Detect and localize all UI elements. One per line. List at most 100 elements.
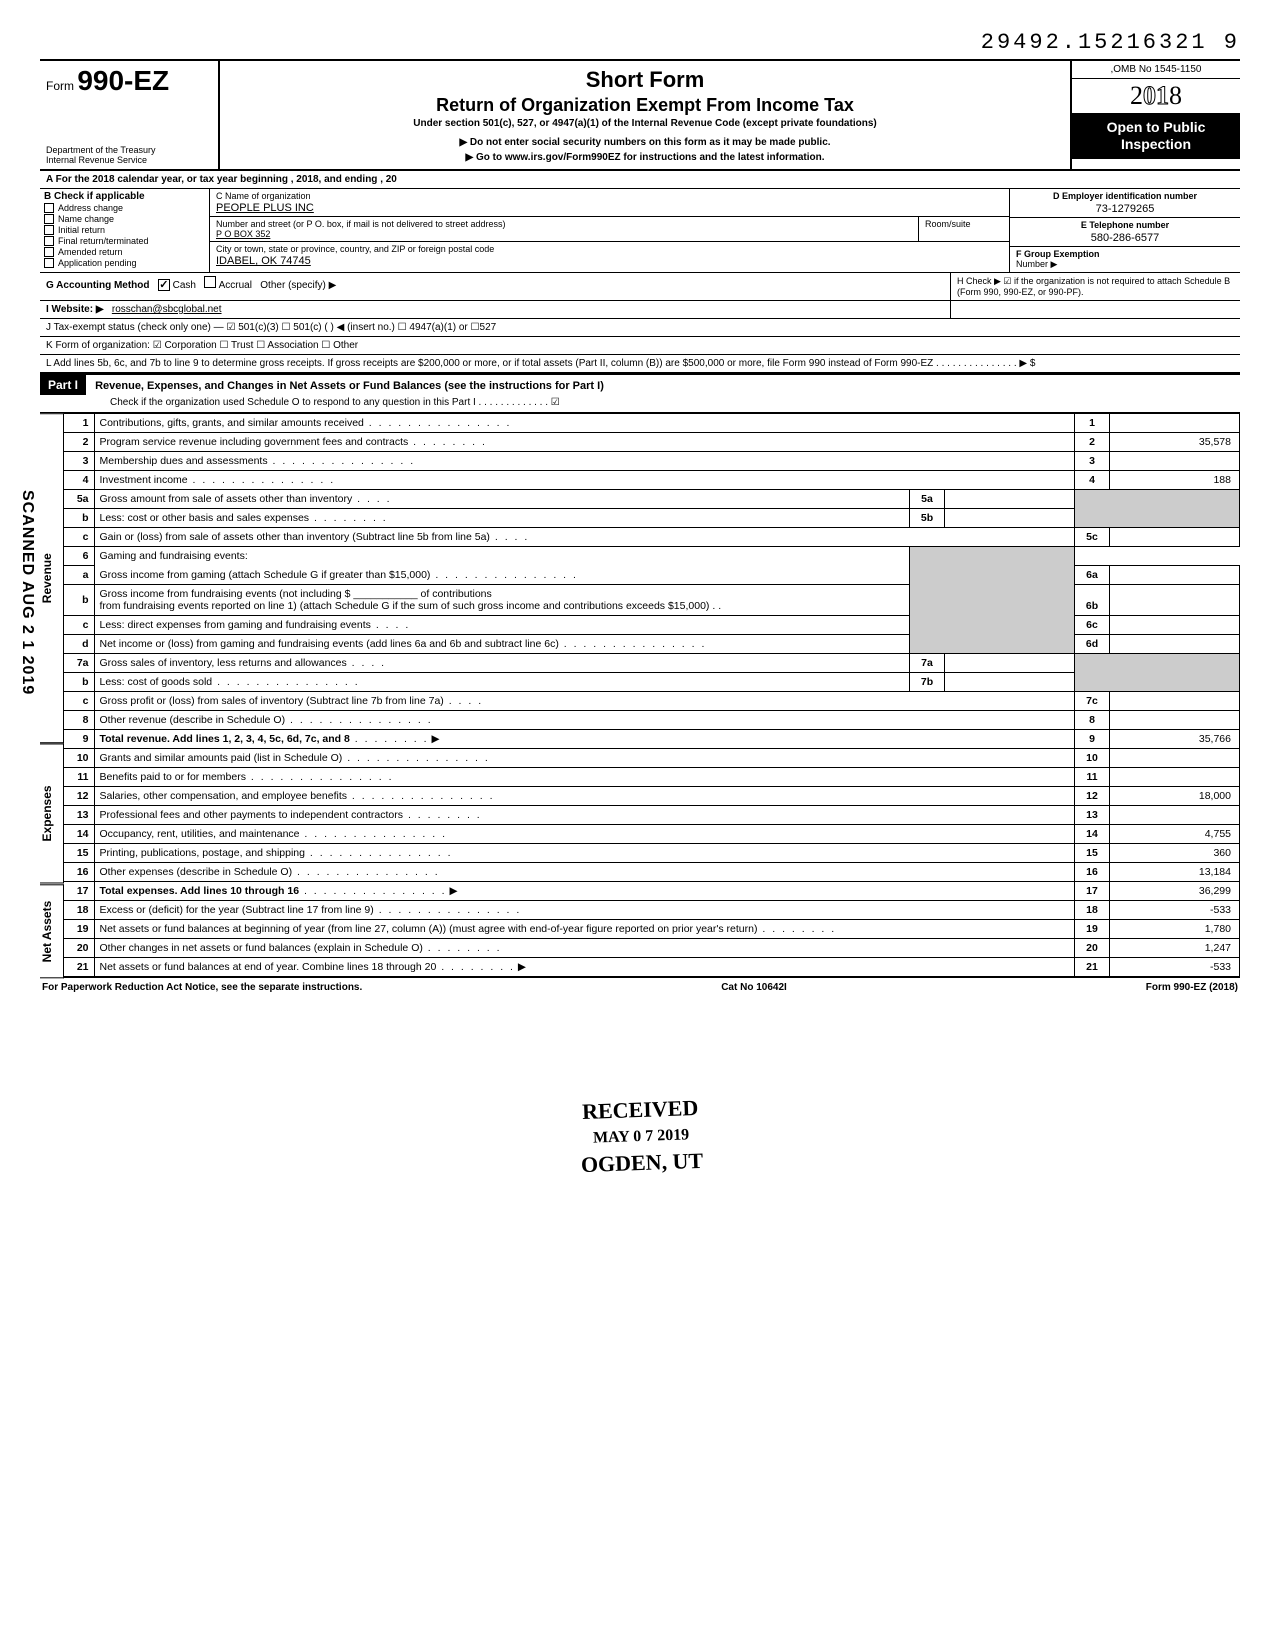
line-7a: 7aGross sales of inventory, less returns… [64, 654, 1240, 673]
open-to-public: Open to Public Inspection [1072, 113, 1240, 159]
c-city-label: City or town, state or province, country… [216, 244, 1003, 254]
cb-application-pending[interactable]: Application pending [44, 258, 205, 268]
line-2: 2Program service revenue including gover… [64, 433, 1240, 452]
cb-amended-return[interactable]: Amended return [44, 247, 205, 257]
section-netassets-label: Net Assets [40, 884, 64, 978]
c-org-name-block: C Name of organization PEOPLE PLUS INC [210, 189, 1009, 217]
f-group-block: F Group Exemption Number ▶ [1010, 247, 1240, 272]
part1-subtitle: Check if the organization used Schedule … [40, 395, 1240, 412]
col-c-name-address: C Name of organization PEOPLE PLUS INC N… [210, 189, 1010, 272]
cb-cash[interactable]: ✓ [158, 279, 170, 291]
form-header: Form 990-EZ Department of the Treasury I… [40, 59, 1240, 171]
dept-line2: Internal Revenue Service [46, 155, 212, 165]
d-ein-block: D Employer identification number 73-1279… [1010, 189, 1240, 218]
line-18: 18Excess or (deficit) for the year (Subt… [64, 901, 1240, 920]
row-i-website: I Website: ▶ rosschan@sbcglobal.net [40, 301, 1240, 319]
cb-accrual[interactable] [204, 276, 216, 288]
website: rosschan@sbcglobal.net [112, 304, 222, 315]
lines-section: Revenue Expenses Net Assets 1Contributio… [40, 413, 1240, 978]
line-14: 14Occupancy, rent, utilities, and mainte… [64, 825, 1240, 844]
year-suffix: 8 [1169, 81, 1182, 110]
line-21: 21Net assets or fund balances at end of … [64, 958, 1240, 978]
line-9: 9Total revenue. Add lines 1, 2, 3, 4, 5c… [64, 730, 1240, 749]
form-number: 990-EZ [77, 65, 169, 96]
line-8: 8Other revenue (describe in Schedule O)8 [64, 711, 1240, 730]
line-10: 10Grants and similar amounts paid (list … [64, 749, 1240, 768]
omb-number: ,OMB No 1545-1150 [1072, 61, 1240, 79]
e-label: E Telephone number [1016, 220, 1234, 230]
received-date: MAY 0 7 2019 [580, 1124, 703, 1151]
tax-year: 2018 [1072, 79, 1240, 113]
header-right: ,OMB No 1545-1150 2018 Open to Public In… [1070, 61, 1240, 169]
footer-paperwork: For Paperwork Reduction Act Notice, see … [42, 982, 362, 993]
c-label: C Name of organization [216, 191, 1003, 201]
k-label: K Form of organization: ☑ Corporation ☐ … [40, 337, 1240, 354]
l-label: L Add lines 5b, 6c, and 7b to line 9 to … [40, 355, 1240, 372]
c-addr-label: Number and street (or P O. box, if mail … [216, 219, 912, 229]
dept-block: Department of the Treasury Internal Reve… [46, 145, 212, 165]
line-15: 15Printing, publications, postage, and s… [64, 844, 1240, 863]
c-street-block: Number and street (or P O. box, if mail … [210, 217, 919, 241]
e-phone-block: E Telephone number 580-286-6577 [1010, 218, 1240, 247]
subtitle: Under section 501(c), 527, or 4947(a)(1)… [230, 118, 1060, 129]
c-city-block: City or town, state or province, country… [210, 242, 1009, 269]
line-6: 6Gaming and fundraising events: [64, 547, 1240, 566]
ein: 73-1279265 [1016, 203, 1234, 215]
received-location: OGDEN, UT [580, 1146, 703, 1181]
title-return: Return of Organization Exempt From Incom… [230, 95, 1060, 116]
line-1: 1Contributions, gifts, grants, and simil… [64, 414, 1240, 433]
header-mid: Short Form Return of Organization Exempt… [220, 61, 1070, 169]
section-bcdef: B Check if applicable Address change Nam… [40, 189, 1240, 273]
year-mid: 01 [1143, 81, 1169, 110]
cb-initial-return[interactable]: Initial return [44, 225, 205, 235]
row-a-tax-year: A For the 2018 calendar year, or tax yea… [40, 171, 1240, 189]
line-7b: bLess: cost of goods sold7b [64, 673, 1240, 692]
line-20: 20Other changes in net assets or fund ba… [64, 939, 1240, 958]
line-3: 3Membership dues and assessments3 [64, 452, 1240, 471]
document-id: 29492.15216321 9 [40, 30, 1240, 55]
received-word: RECEIVED [579, 1093, 702, 1128]
section-revenue-label: Revenue [40, 413, 64, 743]
j-label: J Tax-exempt status (check only one) — ☑… [40, 319, 1240, 336]
col-b-checkboxes: B Check if applicable Address change Nam… [40, 189, 210, 272]
d-label: D Employer identification number [1016, 191, 1234, 201]
i-label: I Website: ▶ [46, 304, 104, 315]
lines-table: 1Contributions, gifts, grants, and simil… [64, 413, 1240, 978]
scanned-stamp: SCANNED AUG 2 1 2019 [18, 490, 36, 695]
url-note: ▶ Go to www.irs.gov/Form990EZ for instru… [230, 152, 1060, 163]
cb-name-change[interactable]: Name change [44, 214, 205, 224]
form-prefix: Form [46, 79, 74, 93]
line-5b: bLess: cost or other basis and sales exp… [64, 509, 1240, 528]
h-schedule-b: H Check ▶ ☑ if the organization is not r… [950, 273, 1240, 300]
line-12: 12Salaries, other compensation, and empl… [64, 787, 1240, 806]
b-label: B Check if applicable [44, 191, 205, 202]
page-footer: For Paperwork Reduction Act Notice, see … [40, 978, 1240, 997]
line-11: 11Benefits paid to or for members11 [64, 768, 1240, 787]
g-label: G Accounting Method [46, 280, 150, 291]
line-13: 13Professional fees and other payments t… [64, 806, 1240, 825]
row-k-org-form: K Form of organization: ☑ Corporation ☐ … [40, 337, 1240, 355]
phone: 580-286-6577 [1016, 232, 1234, 244]
org-name: PEOPLE PLUS INC [216, 202, 1003, 214]
received-stamp: RECEIVED MAY 0 7 2019 OGDEN, UT [579, 1093, 704, 1181]
f-label: F Group Exemption [1016, 249, 1100, 259]
part1-title: Revenue, Expenses, and Changes in Net As… [89, 377, 610, 395]
year-prefix: 2 [1130, 81, 1143, 110]
title-short-form: Short Form [230, 67, 1060, 93]
cb-address-change[interactable]: Address change [44, 203, 205, 213]
row-g-accounting: G Accounting Method ✓ Cash Accrual Other… [40, 273, 1240, 301]
form-990ez-page: 29492.15216321 9 Form 990-EZ Department … [40, 30, 1240, 997]
footer-cat-no: Cat No 10642I [721, 982, 787, 993]
part1-badge: Part I [40, 375, 86, 395]
row-j-tax-status: J Tax-exempt status (check only one) — ☑… [40, 319, 1240, 337]
room-suite: Room/suite [919, 217, 1009, 241]
dept-line1: Department of the Treasury [46, 145, 212, 155]
line-17: 17Total expenses. Add lines 10 through 1… [64, 882, 1240, 901]
row-l-gross-receipts: L Add lines 5b, 6c, and 7b to line 9 to … [40, 355, 1240, 374]
ssn-note: ▶ Do not enter social security numbers o… [230, 137, 1060, 148]
f-label2: Number ▶ [1016, 259, 1057, 269]
form-number-block: Form 990-EZ [46, 65, 212, 97]
section-expenses-label: Expenses [40, 743, 64, 883]
cb-final-return[interactable]: Final return/terminated [44, 236, 205, 246]
line-7c: cGross profit or (loss) from sales of in… [64, 692, 1240, 711]
